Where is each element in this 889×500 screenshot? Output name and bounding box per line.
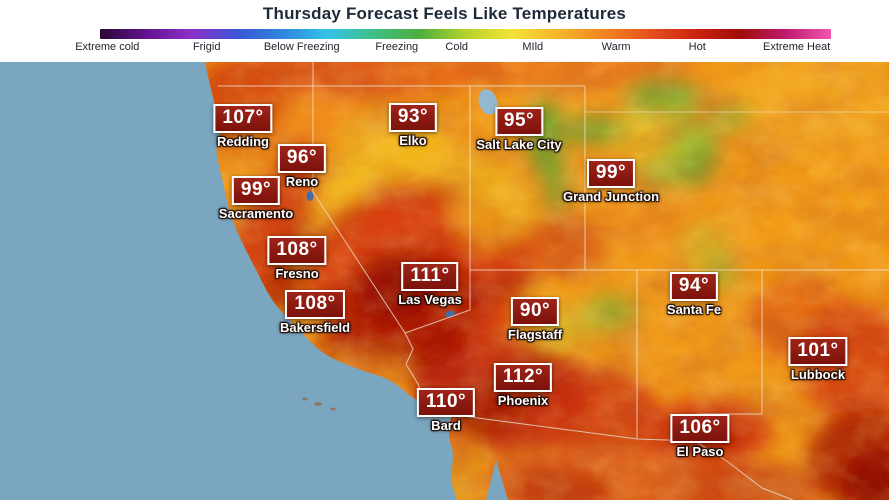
legend-label-mild: MIld [522, 41, 544, 53]
temp-badge: 99° [231, 176, 281, 205]
city-label: Reno [285, 173, 319, 189]
temp-badge: 112° [493, 363, 553, 392]
city-label: Grand Junction [562, 188, 660, 204]
legend-label-hot: Hot [688, 41, 706, 53]
temp-badge: 106° [670, 414, 730, 443]
legend-label-warm: Warm [601, 41, 631, 53]
city-label: Phoenix [497, 392, 549, 408]
city-marker: 112° Phoenix [493, 363, 553, 408]
title-bar: Thursday Forecast Feels Like Temperature… [0, 0, 889, 28]
legend-label-cold: Cold [445, 41, 469, 53]
city-label: Santa Fe [666, 301, 722, 317]
city-marker: 90° Flagstaff [508, 297, 562, 342]
city-marker: 108° Bakersfield [280, 290, 350, 335]
city-label: Lubbock [790, 366, 846, 382]
legend-label-extreme-cold: Extreme cold [75, 41, 140, 53]
city-marker: 107° Redding [213, 104, 273, 149]
legend-gradient-bar [100, 29, 831, 39]
temp-badge: 99° [586, 159, 636, 188]
lake-tahoe [306, 191, 314, 201]
city-marker: 110° Bard [416, 388, 476, 433]
city-label: Bakersfield [279, 319, 351, 335]
temp-badge: 107° [213, 104, 273, 133]
great-salt-lake [478, 89, 498, 115]
city-marker: 96° Reno [277, 144, 327, 189]
state-borders [218, 62, 889, 500]
city-label: Las Vegas [398, 291, 462, 307]
temp-badge: 108° [285, 290, 345, 319]
city-label: El Paso [676, 443, 724, 459]
city-marker: 99° Sacramento [219, 176, 293, 221]
city-marker: 94° Santa Fe [667, 272, 721, 317]
temp-badge: 94° [669, 272, 719, 301]
temp-badge: 108° [267, 236, 327, 265]
legend-label-frigid: Frigid [192, 41, 221, 53]
city-marker: 106° El Paso [670, 414, 730, 459]
city-label: Redding [217, 133, 269, 149]
city-label: Elko [399, 132, 427, 148]
legend-label-freezing: Freezing [375, 41, 419, 53]
temp-badge: 96° [277, 144, 327, 173]
page-title: Thursday Forecast Feels Like Temperature… [262, 4, 627, 23]
city-marker: 111° Las Vegas [398, 262, 462, 307]
city-marker: 101° Lubbock [788, 337, 848, 382]
legend-label-extreme-heat: Extreme Heat [763, 41, 831, 53]
city-marker: 108° Fresno [267, 236, 327, 281]
channel-islands [302, 397, 336, 411]
city-label: Salt Lake City [476, 136, 562, 152]
temp-badge: 101° [788, 337, 848, 366]
temp-badge: 95° [494, 107, 544, 136]
legend-label-below-freezing: Below Freezing [263, 41, 340, 53]
city-label: Flagstaff [507, 326, 563, 342]
city-marker: 95° Salt Lake City [476, 107, 562, 152]
city-marker: 99° Grand Junction [563, 159, 659, 204]
gulf-of-california [486, 460, 508, 500]
city-label: Bard [431, 417, 461, 433]
forecast-map: 107° Redding 96° Reno 99° Sacramento 93° Elko 95… [0, 62, 889, 500]
temp-badge: 90° [510, 297, 560, 326]
temperature-legend: Extreme cold Frigid Below Freezing Freez… [0, 28, 889, 62]
city-label: Sacramento [218, 205, 294, 221]
temp-badge: 110° [416, 388, 476, 417]
temp-badge: 111° [401, 262, 459, 291]
legend-labels: Extreme cold Frigid Below Freezing Freez… [75, 41, 831, 57]
lake-mead [445, 310, 455, 318]
temp-badge: 93° [388, 103, 438, 132]
city-marker: 93° Elko [388, 103, 438, 148]
city-label: Fresno [275, 265, 319, 281]
